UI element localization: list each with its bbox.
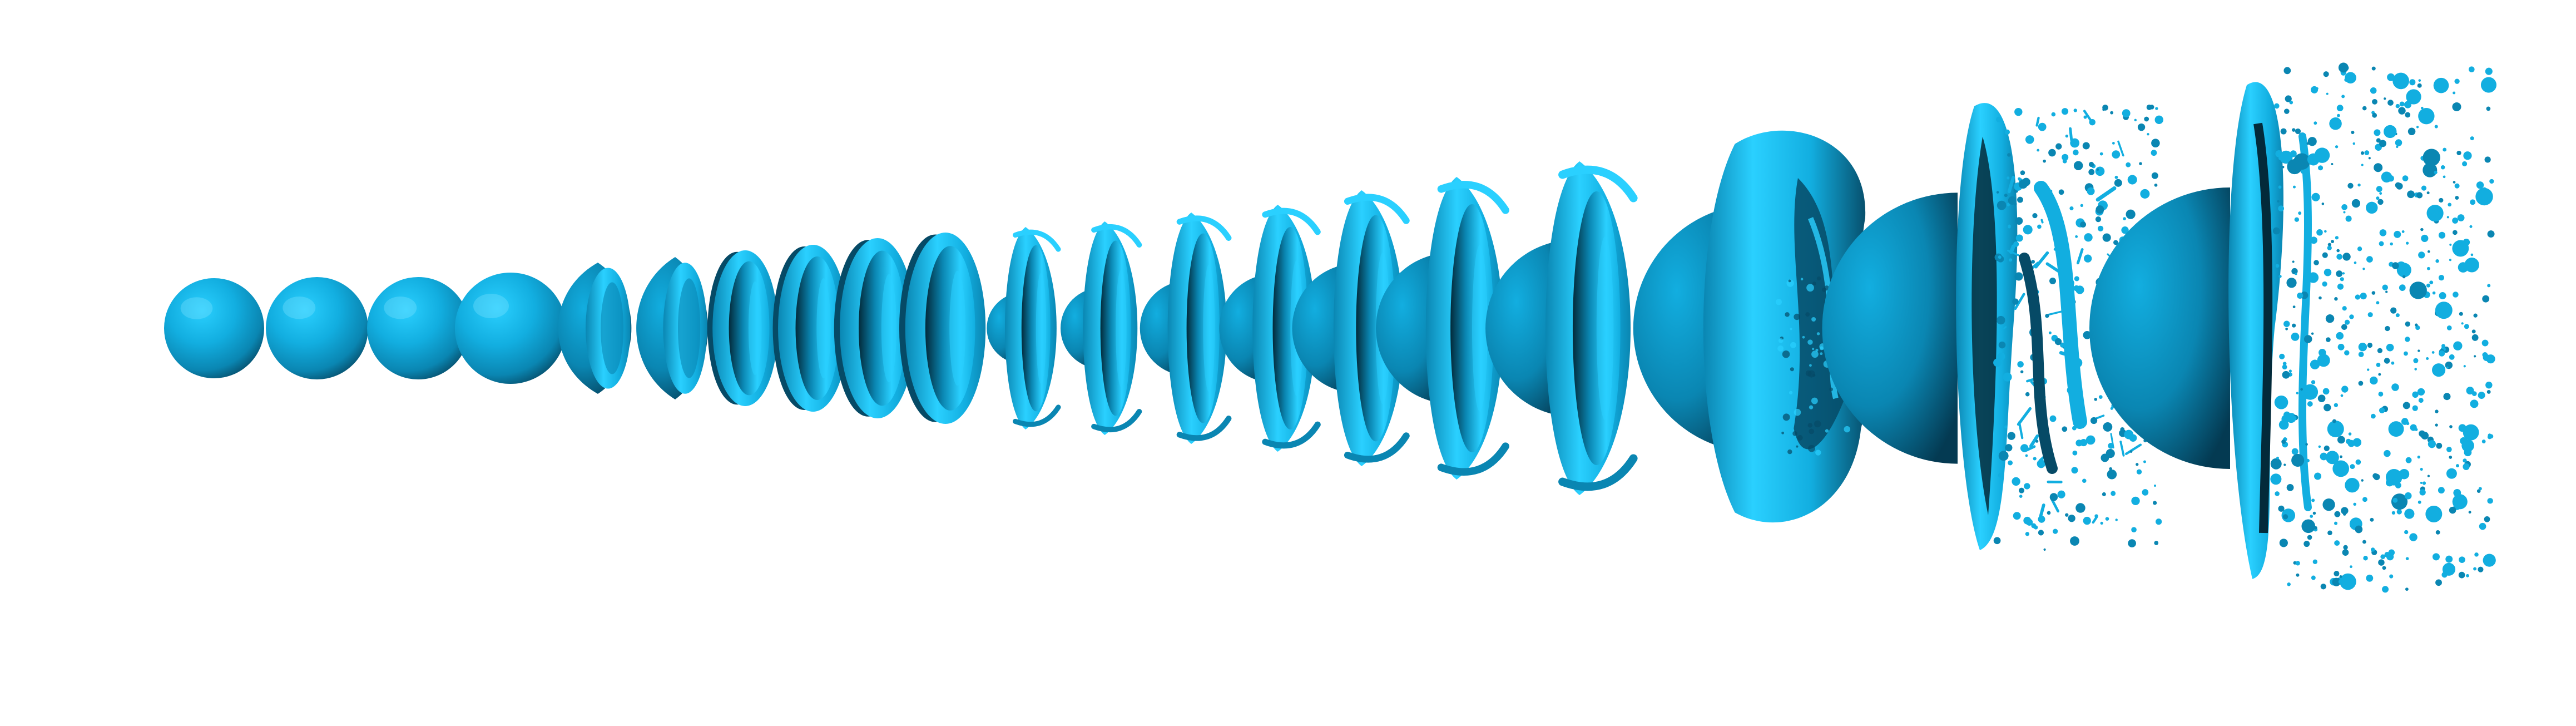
droplet-stage-7 xyxy=(707,250,778,406)
droplet-stage-1 xyxy=(164,278,264,378)
droplet-stage-2 xyxy=(266,277,368,379)
droplet-stage-17 xyxy=(1485,161,1638,495)
droplet-stage-5 xyxy=(558,263,632,394)
droplet-stage-3 xyxy=(367,277,469,379)
droplet-stage-13 xyxy=(1140,213,1232,444)
droplet-stage-20 xyxy=(2089,62,2497,593)
droplet-stage-14 xyxy=(1219,205,1321,452)
droplet-stage-19 xyxy=(1822,103,2164,551)
droplet-stage-16 xyxy=(1376,177,1509,480)
droplet-stage-8 xyxy=(772,245,848,412)
droplet-stage-11 xyxy=(987,227,1061,429)
droplet-stage-4 xyxy=(455,273,566,384)
droplet-stage-12 xyxy=(1061,221,1142,435)
droplet-stage-9 xyxy=(834,238,916,418)
droplet-stage-10 xyxy=(899,233,986,424)
droplet-stage-18 xyxy=(1633,130,1869,523)
droplet-stage-6 xyxy=(636,257,709,399)
